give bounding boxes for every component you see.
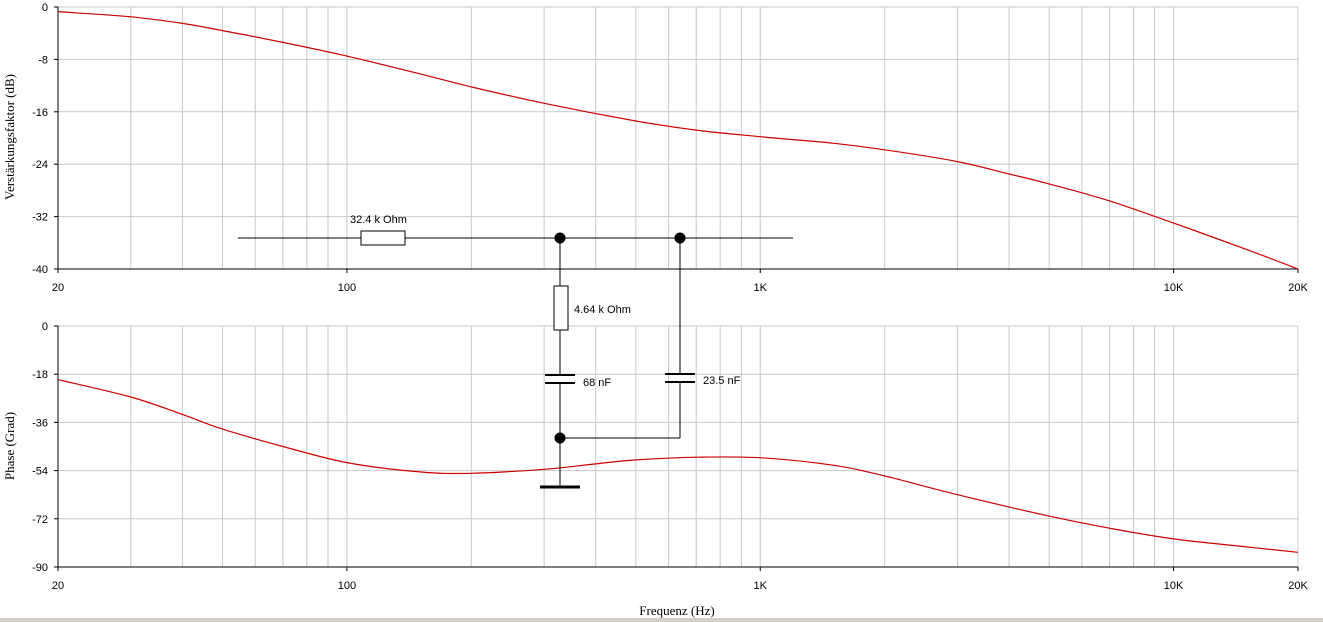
- phase-grid: [57, 325, 1299, 568]
- resistor-series: [360, 230, 406, 246]
- resistor-shunt: [553, 285, 569, 331]
- magnitude-panel: 0 -8 -16 -24 -32 -40 20 100 1K 10K 20K Verstärkun…: [2, 2, 1308, 294]
- junction-dot: [554, 432, 566, 444]
- x-tick-label: 100: [338, 282, 356, 294]
- y-tick-label: -24: [32, 159, 48, 171]
- phase-series: [57, 379, 1299, 553]
- magnitude-y-axis-label: Verstärkungsfaktor (dB): [2, 74, 17, 200]
- magnitude-x-tick-labels: 20 100 1K 10K 20K: [52, 282, 1309, 294]
- resistor-shunt-label: 4.64 k Ohm: [574, 304, 631, 316]
- x-axis-label: Frequenz (Hz): [639, 603, 714, 618]
- x-tick-label: 20K: [1288, 282, 1308, 294]
- resistor-series-label: 32.4 k Ohm: [350, 214, 407, 226]
- x-tick-label: 100: [338, 580, 356, 592]
- series-line: [57, 11, 1299, 270]
- x-tick-label: 10K: [1164, 282, 1184, 294]
- junction-dot: [554, 232, 566, 244]
- y-tick-label: -32: [32, 212, 48, 224]
- y-tick-label: -40: [32, 264, 48, 276]
- y-tick-label: -90: [32, 562, 48, 574]
- x-tick-label: 20K: [1288, 580, 1308, 592]
- y-tick-label: -16: [32, 107, 48, 119]
- magnitude-series: [57, 11, 1299, 270]
- phase-panel: 0 -18 -36 -54 -72 -90 20 100 1K 10K 20K Phase (Gr…: [2, 321, 1308, 618]
- x-tick-label: 20: [52, 580, 64, 592]
- phase-y-axis-label: Phase (Grad): [2, 412, 17, 480]
- capacitor-bypass-label: 23.5 nF: [703, 375, 741, 387]
- window-bottom-edge: [0, 618, 1323, 622]
- y-tick-label: -36: [32, 417, 48, 429]
- x-tick-label: 10K: [1164, 580, 1184, 592]
- y-tick-label: 0: [42, 321, 48, 333]
- circuit-schematic: [238, 230, 793, 489]
- y-tick-label: -18: [32, 369, 48, 381]
- y-tick-label: -54: [32, 466, 48, 478]
- x-tick-label: 1K: [754, 580, 768, 592]
- magnitude-y-tick-labels: 0 -8 -16 -24 -32 -40: [32, 2, 48, 276]
- phase-axes: [54, 325, 1299, 571]
- x-tick-label: 1K: [754, 282, 768, 294]
- y-tick-label: 0: [42, 2, 48, 14]
- series-line: [57, 379, 1299, 553]
- y-tick-label: -72: [32, 514, 48, 526]
- magnitude-axes: [54, 6, 1299, 273]
- phase-x-tick-labels: 20 100 1K 10K 20K: [52, 580, 1309, 592]
- y-tick-label: -8: [38, 54, 48, 66]
- magnitude-grid: [57, 6, 1299, 270]
- phase-y-tick-labels: 0 -18 -36 -54 -72 -90: [32, 321, 48, 574]
- capacitor-shunt-label: 68 nF: [583, 377, 611, 389]
- x-tick-label: 20: [52, 282, 64, 294]
- junction-dot: [674, 232, 686, 244]
